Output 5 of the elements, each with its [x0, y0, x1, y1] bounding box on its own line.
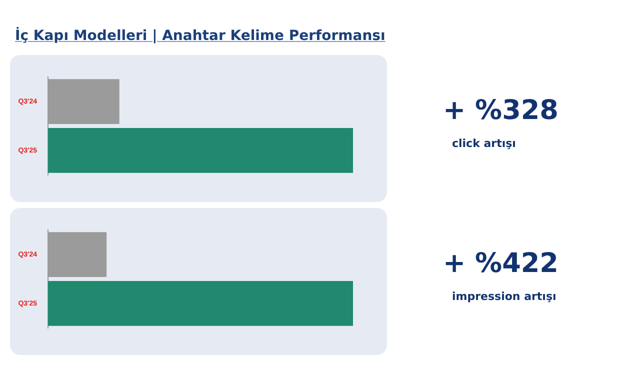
- chart-title: İç Kapı Modelleri | Anahtar Kelime Performansı: [15, 28, 386, 44]
- text: click artışı: [452, 137, 516, 150]
- text: + %328: [443, 95, 558, 126]
- text: impression artışı: [452, 290, 556, 303]
- text: + %422: [443, 248, 558, 279]
